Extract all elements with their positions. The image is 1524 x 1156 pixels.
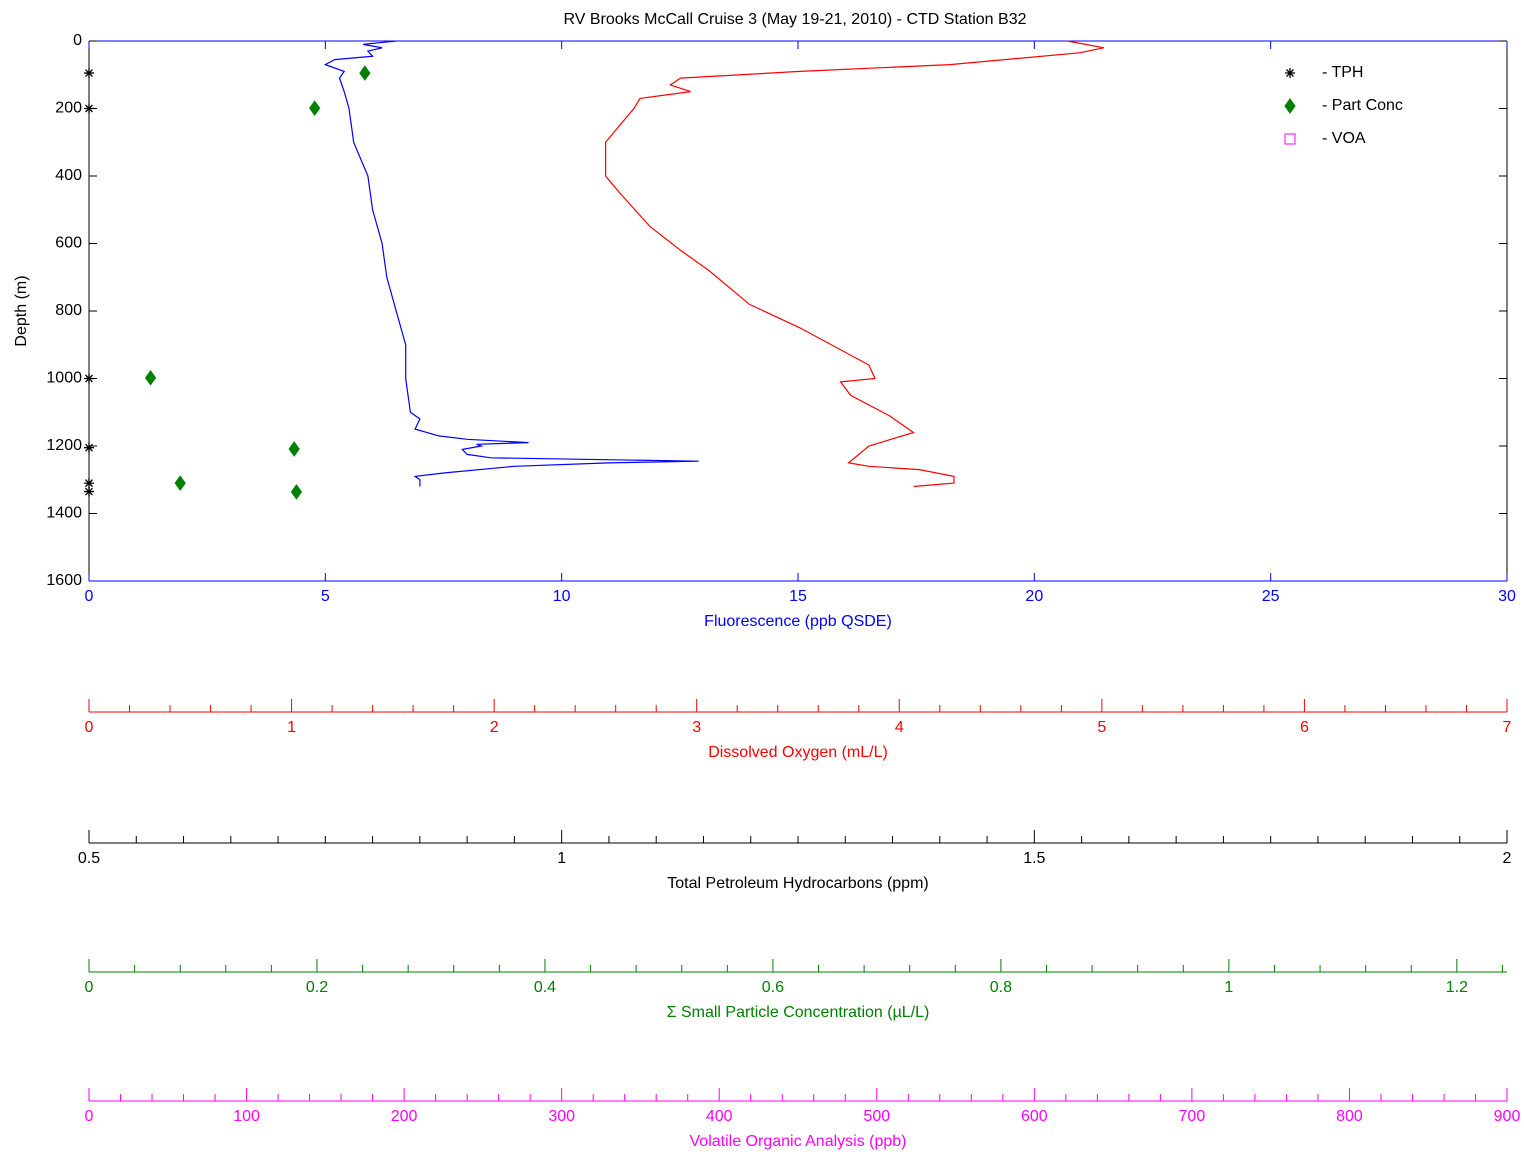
y-tick-label: 400	[55, 167, 82, 184]
star-marker	[84, 373, 94, 384]
star-marker	[84, 486, 94, 497]
x-tick-label: 6	[1300, 719, 1309, 736]
x-axis-label: Total Petroleum Hydrocarbons (ppm)	[667, 875, 928, 892]
y-tick-label: 800	[55, 302, 82, 319]
x-tick-label: 100	[233, 1108, 260, 1125]
y-tick-label: 600	[55, 235, 82, 252]
y-tick-label: 1400	[46, 505, 82, 522]
star-marker	[84, 103, 94, 114]
y-tick-label: 0	[73, 32, 82, 49]
diamond-marker	[174, 475, 186, 491]
x-tick-label: 1.2	[1446, 979, 1468, 996]
star-marker	[84, 442, 94, 453]
x-tick-label: 0	[85, 719, 94, 736]
x-tick-label: 0.5	[78, 850, 100, 867]
y-tick-label: 1600	[46, 572, 82, 589]
x-tick-label: 0.4	[534, 979, 556, 996]
x-tick-label: 1.5	[1023, 850, 1045, 867]
x-tick-label: 0	[85, 588, 94, 605]
legend-label: - TPH	[1322, 64, 1363, 81]
x-axis-label: Σ Small Particle Concentration (µL/L)	[667, 1004, 930, 1021]
legend-marker	[1285, 68, 1295, 78]
chart-title: RV Brooks McCall Cruise 3 (May 19-21, 20…	[564, 11, 1027, 28]
legend-label: - Part Conc	[1322, 97, 1403, 114]
y-axis-label: Depth (m)	[13, 275, 30, 346]
x-tick-label: 800	[1336, 1108, 1363, 1125]
profile-line	[323, 40, 699, 487]
x-tick-label: 15	[789, 588, 807, 605]
x-tick-label: 3	[692, 719, 701, 736]
legend-marker	[1284, 133, 1296, 145]
x-tick-label: 2	[1503, 850, 1512, 867]
x-tick-label: 0	[85, 1108, 94, 1125]
y-tick-label: 200	[55, 100, 82, 117]
x-tick-label: 900	[1494, 1108, 1521, 1125]
diamond-marker	[309, 100, 321, 117]
x-tick-label: 25	[1262, 588, 1280, 605]
x-tick-label: 30	[1498, 588, 1516, 605]
diamond-marker	[290, 484, 303, 500]
x-tick-label: 0.2	[306, 979, 328, 996]
x-tick-label: 5	[321, 588, 330, 605]
x-tick-label: 600	[1021, 1108, 1048, 1125]
x-tick-label: 5	[1097, 719, 1106, 736]
x-tick-label: 700	[1179, 1108, 1206, 1125]
x-tick-label: 1	[557, 850, 566, 867]
x-axis-label: Dissolved Oxygen (mL/L)	[708, 744, 888, 761]
x-tick-label: 400	[706, 1108, 733, 1125]
x-tick-label: 1	[1224, 979, 1233, 996]
x-axis-label: Volatile Organic Analysis (ppb)	[690, 1133, 907, 1150]
x-tick-label: 20	[1025, 588, 1043, 605]
diamond-marker	[144, 369, 157, 386]
diamond-marker	[359, 65, 371, 81]
x-axis-label: Fluorescence (ppb QSDE)	[704, 613, 892, 630]
x-tick-label: 2	[490, 719, 499, 736]
x-tick-label: 500	[863, 1108, 890, 1125]
x-tick-label: 200	[391, 1108, 418, 1125]
profile-line	[605, 40, 1105, 488]
x-tick-label: 1	[287, 719, 296, 736]
y-tick-label: 1000	[46, 370, 82, 387]
star-marker	[84, 68, 94, 79]
legend-marker	[1284, 98, 1296, 114]
x-tick-label: 300	[548, 1108, 575, 1125]
x-tick-label: 10	[553, 588, 571, 605]
x-tick-label: 0.8	[990, 979, 1012, 996]
diamond-marker	[288, 441, 300, 457]
star-marker	[84, 478, 94, 489]
y-tick-label: 1200	[46, 437, 82, 454]
x-tick-label: 0	[85, 979, 94, 996]
x-tick-label: 4	[895, 719, 904, 736]
x-tick-label: 7	[1503, 719, 1512, 736]
legend-label: - VOA	[1322, 130, 1366, 147]
x-tick-label: 0.6	[762, 979, 784, 996]
